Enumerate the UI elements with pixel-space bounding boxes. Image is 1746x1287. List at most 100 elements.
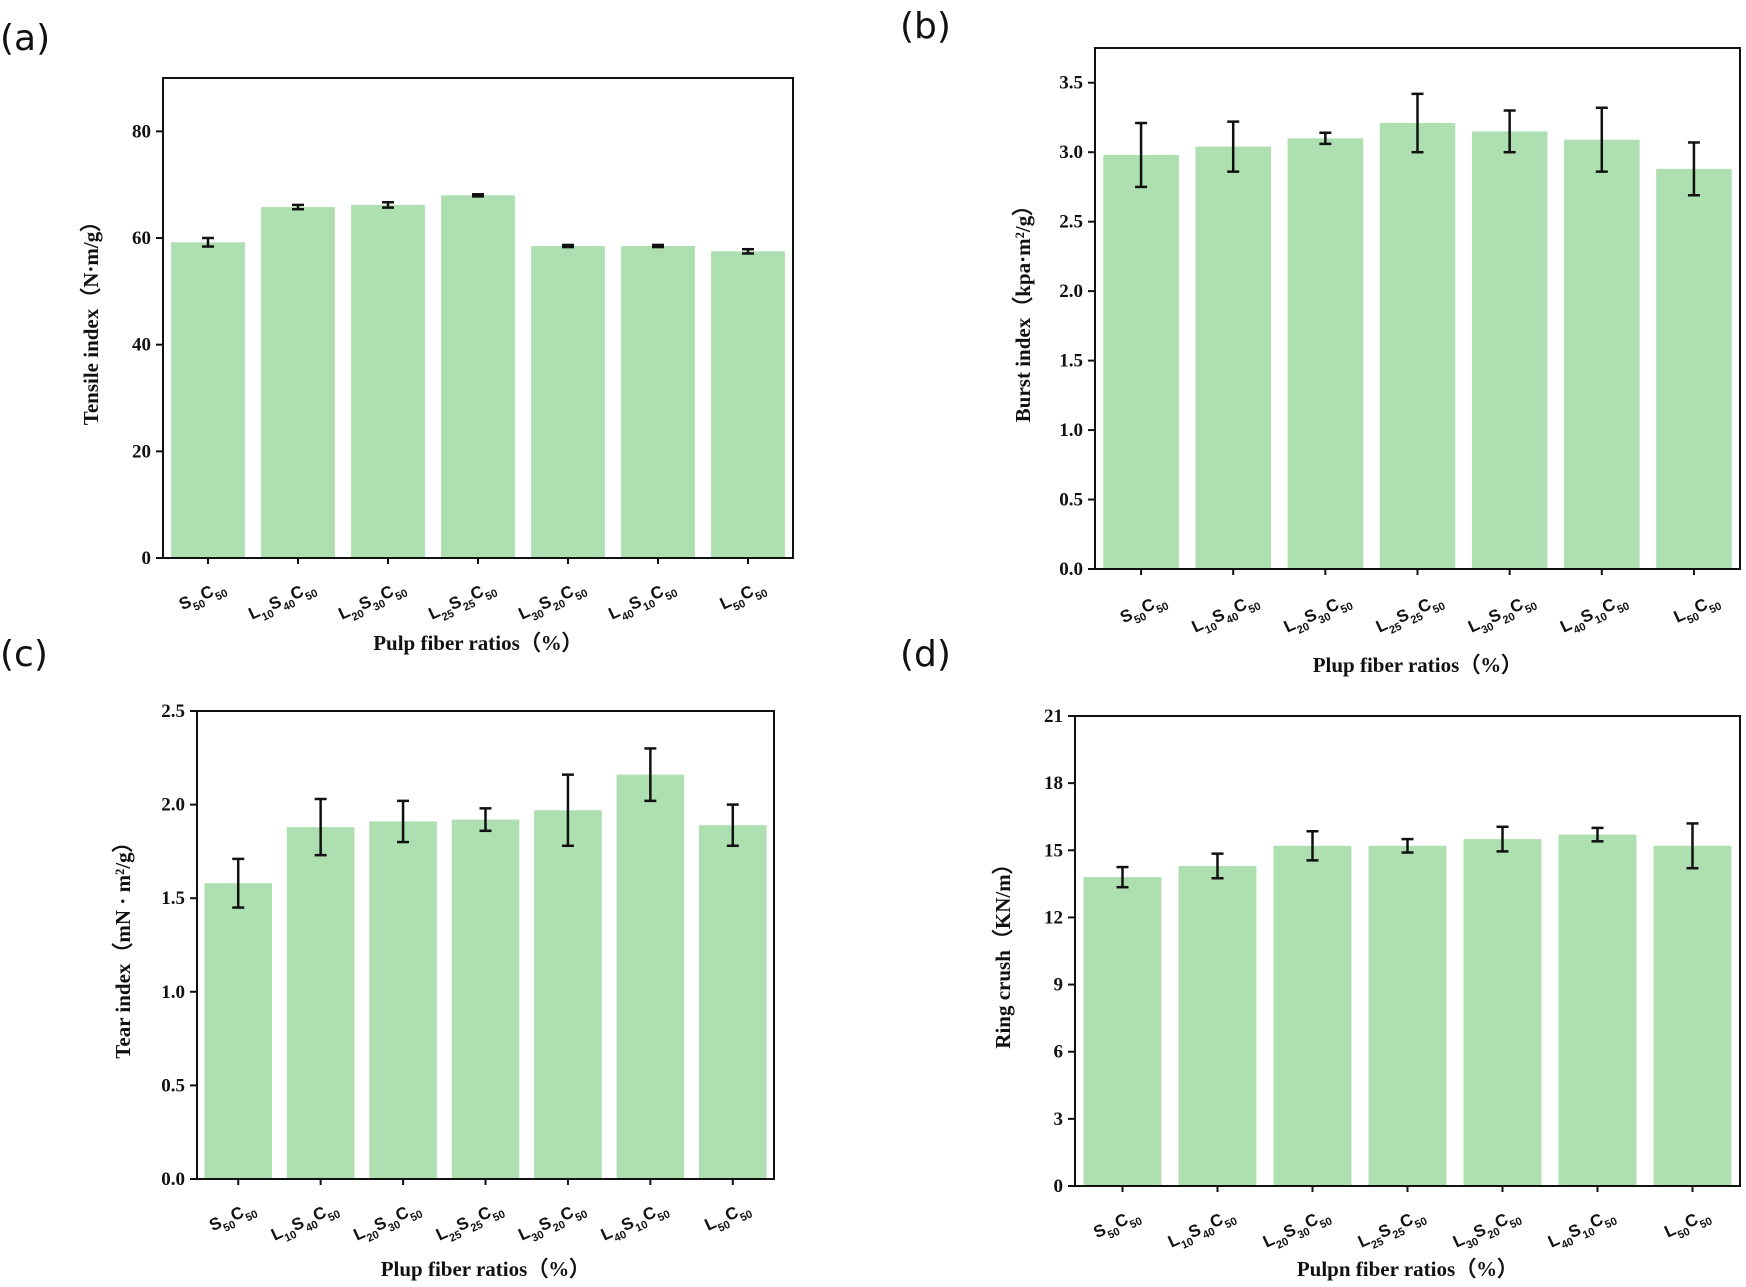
y-tick-label: 21 [1044,706,1063,727]
error-bar [742,247,754,255]
y-tick-label: 3 [1054,1109,1064,1130]
y-tick-label: 9 [1054,975,1064,996]
x-tick-label: L30S20C50 [515,1197,589,1249]
x-tick-label: L10S40C50 [1165,1204,1239,1256]
x-tick-label-subscript: 50 [716,1219,732,1235]
error-bar [314,797,327,857]
x-tick-label-subscript: 50 [664,587,680,603]
error-bar [472,193,484,198]
y-tick-label: 0.0 [161,1169,185,1190]
x-tick-label-subscript: 25 [1370,1236,1386,1252]
error-bar [1135,121,1148,189]
y-tick-label: 0.5 [1059,490,1083,511]
y-tick-label: 20 [132,441,151,462]
x-tick-label-subscript: 25 [448,1229,464,1245]
bar [1368,845,1447,1186]
x-tick-label-subscript: 50 [326,1208,342,1224]
x-axis-title: Plup fiber ratios（%） [381,1257,591,1281]
x-tick-label: L30S20C50 [516,576,590,628]
x-tick-label-subscript: 50 [1247,600,1263,616]
x-tick-label-subscript: 20 [551,598,567,614]
x-tick-label-subscript: 50 [1603,1215,1619,1231]
error-bar [1306,830,1319,862]
x-tick-label: L20S30C50 [1281,589,1355,641]
y-tick-label: 1.5 [1059,351,1083,372]
error-bar [382,201,394,209]
x-tick-label-subscript: 10 [1593,611,1609,627]
x-tick-label: L40S10C50 [1545,1204,1619,1256]
x-tick-label-subscript: 50 [222,1219,238,1235]
error-bar [292,203,304,211]
x-tick-label-subscript: 30 [1480,621,1496,637]
bar [351,204,425,558]
x-tick-label-subscript: 40 [1572,621,1588,637]
x-tick-label-subscript: 30 [1296,1226,1312,1242]
x-tick-label: S50C50 [176,576,230,618]
bar [711,251,785,559]
x-tick-label: L40S10C50 [606,576,680,628]
bar [1653,845,1732,1186]
y-tick-label: 0.0 [1059,559,1083,580]
x-tick-label-subscript: 25 [469,1219,485,1235]
x-tick-label-subscript: 50 [1676,1226,1692,1242]
y-tick-label: 80 [132,121,151,142]
error-bar [1595,106,1608,173]
error-bar [1503,109,1516,154]
x-tick-label-subscript: 50 [656,1208,672,1224]
y-tick-label: 0.5 [161,1075,185,1096]
y-axis-title: Ring crush（KN/m） [991,853,1015,1048]
x-tick-label-subscript: 40 [620,608,636,624]
y-tick-label: 0 [1054,1176,1064,1197]
x-tick-label: L50C50 [717,576,770,618]
y-tick-label: 1.0 [1059,420,1083,441]
x-tick-label-subscript: 25 [440,608,456,624]
x-tick-label-subscript: 40 [281,598,297,614]
x-tick-label-subscript: 20 [1486,1226,1502,1242]
x-tick-label: L50C50 [702,1197,755,1239]
x-tick-label-subscript: 50 [731,598,747,614]
y-tick-label: 1.5 [161,888,185,909]
x-tick-label: L10S40C50 [1189,589,1263,641]
chart-panel: (d) 0 3 6 9 12 15 18 21 S50C50 L10S40C50 L20S30C50 L… [900,634,1741,1281]
x-tick-label-subscript: 10 [260,608,276,624]
x-tick-label-subscript: 40 [612,1229,628,1245]
y-tick-label: 0 [142,548,152,569]
y-axis-title: Burst index（kpa·m²/g） [1011,195,1035,422]
error-bar [1319,131,1332,146]
x-tick-label-subscript: 50 [574,1208,590,1224]
error-bar [1211,852,1224,880]
error-bar [1411,92,1424,154]
bar [1273,845,1352,1186]
x-tick-label: L50C50 [1661,1204,1714,1246]
chart-panel: (c) 0.0 0.5 1.0 1.5 2.0 2.5 S50C50L10S40C50L20S… [0,634,775,1281]
x-tick-label-subscript: 50 [191,598,207,614]
x-tick-label: L30S20C50 [1465,589,1539,641]
x-tick-label: L20S30C50 [1260,1204,1334,1256]
x-tick-label-subscript: 10 [634,1219,650,1235]
y-tick-label: 3.5 [1059,73,1083,94]
bar [1471,131,1548,569]
x-axis-title: Pulp fiber ratios（%） [373,631,583,655]
x-tick-label: S50C50 [1117,589,1171,631]
bar [171,242,245,559]
x-tick-label: L25S25C50 [433,1197,507,1249]
bar [1564,139,1640,569]
bar [1656,168,1732,569]
bar [204,883,272,1179]
x-tick-label-subscript: 50 [1708,600,1724,616]
error-bar [561,773,574,848]
x-tick-label-subscript: 50 [1431,600,1447,616]
y-axis-title: Tensile index（N·m/g） [79,211,103,426]
bar [1083,877,1162,1186]
error-bar [1496,825,1509,853]
x-tick-label: L25S25C50 [426,576,500,628]
y-tick-label: 18 [1044,773,1063,794]
bar [1195,146,1271,569]
x-tick-label: L40S10C50 [1557,589,1631,641]
x-tick-label-subscript: 50 [484,587,500,603]
error-bar [644,747,657,803]
x-tick-label-subscript: 50 [1413,1215,1429,1231]
bar [534,810,602,1179]
x-tick-label-subscript: 10 [283,1229,299,1245]
x-tick-label-subscript: 50 [1132,611,1148,627]
